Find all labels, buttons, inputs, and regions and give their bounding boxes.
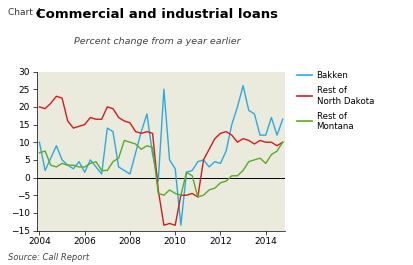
Text: Chart 4: Chart 4 [8, 8, 42, 17]
Legend: Bakken, Rest of
North Dakota, Rest of
Montana: Bakken, Rest of North Dakota, Rest of Mo… [297, 71, 374, 131]
Text: Percent change from a year earlier: Percent change from a year earlier [74, 37, 240, 46]
Text: Commercial and industrial loans: Commercial and industrial loans [36, 8, 278, 21]
Text: Source: Call Report: Source: Call Report [8, 253, 89, 262]
